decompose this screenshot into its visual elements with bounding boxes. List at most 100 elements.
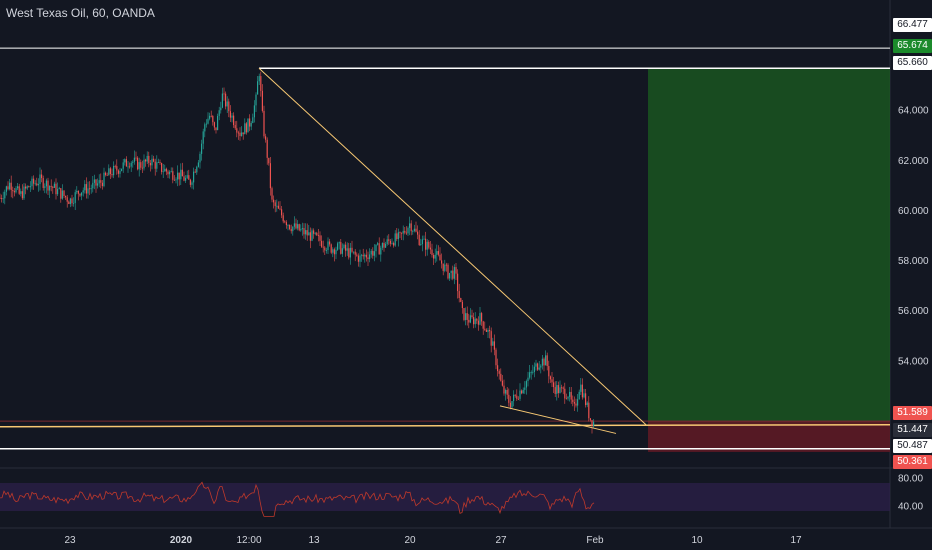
loss-zone [648,421,890,452]
candle-body [295,223,297,229]
candle-body [501,380,503,386]
candle-body [349,247,351,258]
candle-body [365,254,367,258]
candle-body [65,195,67,198]
candle-body [505,389,507,394]
candle-body [485,329,487,332]
candle-body [421,239,423,245]
candle-body [233,115,235,126]
rsi-band [0,483,890,511]
candle-body [189,179,191,185]
candle-body [77,190,79,194]
candle-body [461,301,463,309]
candle-body [157,162,159,163]
candle-body [348,248,350,258]
candle-body [181,169,183,177]
candle-body [212,115,214,123]
time-tick-label: 20 [404,535,416,546]
candle-body [463,308,465,320]
candle-body [353,251,355,253]
price-pane[interactable] [0,0,932,529]
candle-body [529,372,531,378]
candle-body [101,182,103,187]
candle-body [31,178,33,187]
candle-body [492,341,494,346]
candle-body [250,122,252,127]
candle-body [527,377,529,382]
candle-body [13,191,15,193]
candle-body [245,123,247,133]
candle-body [450,270,452,273]
candle-body [297,224,299,229]
candle-body [540,365,542,368]
candle-body [524,387,526,390]
candle-body [580,384,582,392]
candle-body [381,242,383,248]
candle-body [284,221,286,223]
candle-body [509,402,511,408]
candle-body [41,174,43,179]
candle-body [444,264,446,271]
candle-body [431,249,433,256]
candle-body [119,170,121,174]
rsi-tick-label: 80.00 [898,474,923,485]
candle-body [573,402,575,404]
candle-body [97,183,99,186]
candle-body [569,391,571,397]
candle-body [316,232,318,236]
candle-body [367,257,369,260]
candle-body [346,248,348,251]
candle-body [225,93,227,107]
candle-body [332,249,334,253]
candle-body [0,197,1,199]
candle-body [373,251,375,256]
candle-body [234,125,236,129]
candle-body [330,244,332,253]
candle-body [285,222,287,226]
candle-body [42,178,44,188]
lower-wedge-line [499,405,617,434]
candle-body [178,172,180,180]
candle-body [377,243,379,245]
candle-body [95,179,97,186]
candle-body [167,171,169,175]
candle-body [133,157,135,162]
candle-body [114,165,116,167]
candle-body [522,389,524,394]
candle-body [442,263,444,271]
candle-body [228,101,230,112]
candle-body [122,162,124,169]
candle-body [333,249,335,255]
candle-body [109,168,111,175]
candle-body [425,238,427,250]
candle-body [45,180,47,187]
candle-body [218,110,220,116]
candle-body [455,267,457,274]
candle-body [402,230,404,234]
candle-body [345,244,347,251]
candle-body [82,190,84,193]
candle-body [209,115,211,119]
price-tick-label: 58.000 [898,256,929,267]
candle-body [52,186,54,188]
candle-body [93,179,95,183]
candle-body [2,198,4,200]
price-badge: 51.589 [893,406,932,420]
candle-body [84,184,86,191]
rsi-pane[interactable] [0,481,890,517]
candle-body [506,389,508,395]
price-tick-label: 54.000 [898,356,929,367]
candle-body [63,190,65,196]
time-tick-label: 23 [64,535,76,546]
candle-body [226,101,228,107]
candle-body [556,385,558,394]
candle-body [386,239,388,244]
candle-body [479,313,481,325]
candle-body [554,387,556,394]
candle-body [223,93,225,95]
candle-body [452,270,454,279]
candle-body [26,186,28,189]
candle-body [81,192,83,196]
candle-body [34,183,36,185]
